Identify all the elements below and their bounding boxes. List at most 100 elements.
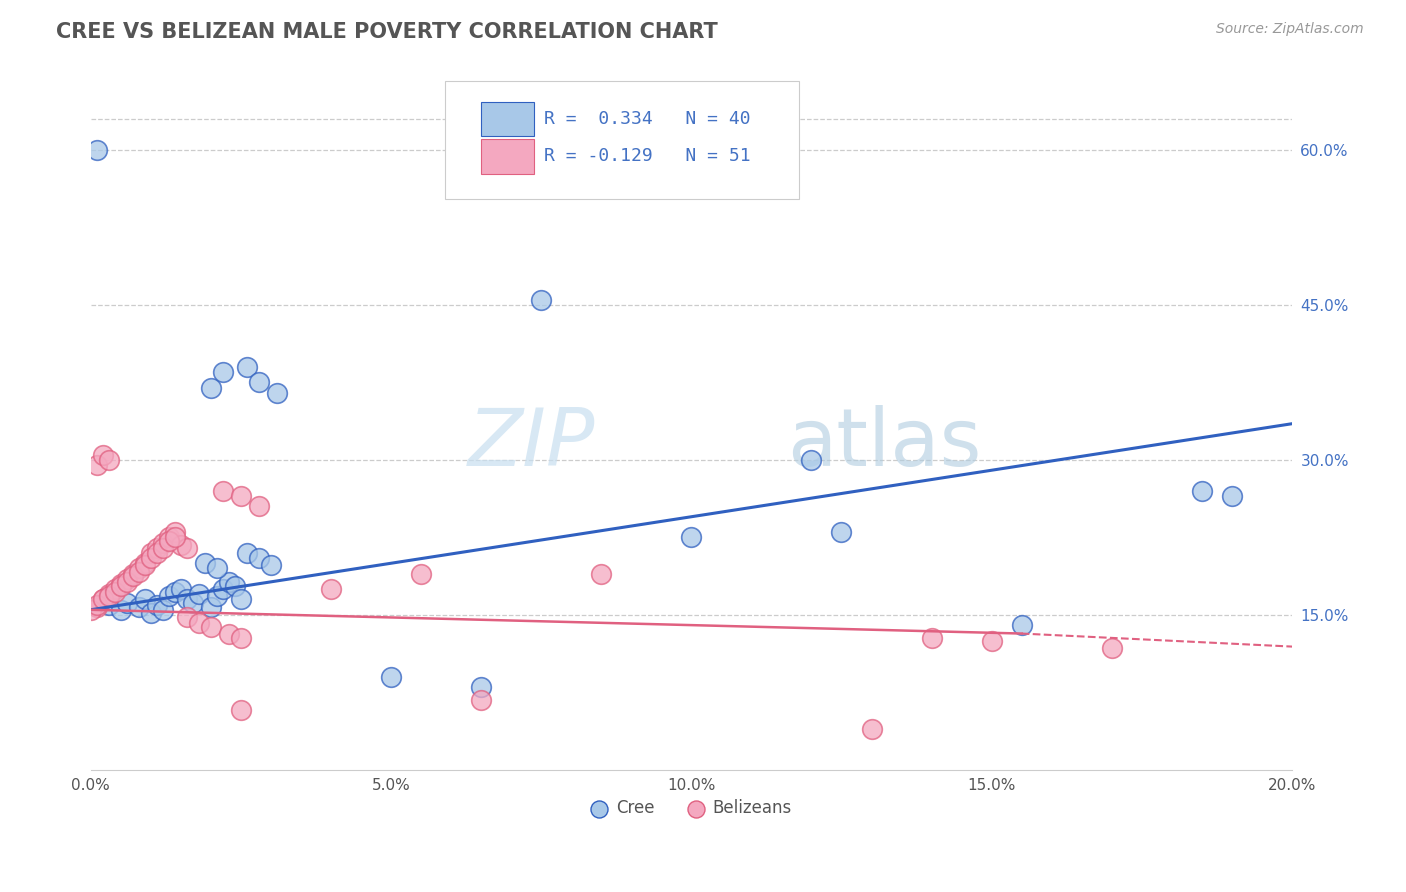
Point — [319, 582, 342, 596]
Point — [229, 489, 252, 503]
Point — [236, 359, 259, 374]
Point — [104, 582, 127, 596]
Point — [115, 574, 138, 589]
Point — [128, 565, 150, 579]
Point — [134, 592, 156, 607]
Point — [1191, 483, 1213, 498]
Point — [681, 530, 703, 544]
Text: ZIP: ZIP — [468, 406, 595, 483]
Point — [530, 293, 553, 307]
Point — [121, 568, 143, 582]
Point — [152, 541, 174, 555]
Point — [152, 535, 174, 549]
Point — [200, 599, 222, 614]
Point — [211, 483, 233, 498]
Point — [1220, 489, 1243, 503]
Point — [145, 546, 167, 560]
Point — [229, 703, 252, 717]
Point — [980, 633, 1002, 648]
Point — [860, 722, 883, 736]
Point — [205, 561, 228, 575]
Point — [145, 541, 167, 555]
Text: R =  0.334   N = 40: R = 0.334 N = 40 — [544, 110, 751, 128]
Point — [86, 599, 108, 614]
Point — [224, 579, 246, 593]
FancyBboxPatch shape — [446, 81, 800, 199]
Point — [211, 582, 233, 596]
Point — [200, 380, 222, 394]
Point — [211, 365, 233, 379]
FancyBboxPatch shape — [481, 139, 534, 174]
Point — [380, 670, 402, 684]
Point — [470, 681, 492, 695]
Text: R = -0.129   N = 51: R = -0.129 N = 51 — [544, 147, 751, 165]
Point — [181, 595, 204, 609]
Point — [134, 556, 156, 570]
Point — [139, 551, 162, 566]
Point — [157, 590, 180, 604]
Point — [176, 541, 198, 555]
Point — [145, 598, 167, 612]
Point — [110, 579, 132, 593]
Point — [170, 582, 193, 596]
Point — [86, 143, 108, 157]
Point — [187, 616, 209, 631]
Point — [139, 546, 162, 560]
Point — [409, 566, 432, 581]
Point — [91, 592, 114, 607]
Text: atlas: atlas — [787, 406, 981, 483]
Point — [97, 598, 120, 612]
Point — [139, 606, 162, 620]
Point — [800, 453, 823, 467]
Point — [470, 692, 492, 706]
Point — [218, 626, 240, 640]
Point — [86, 458, 108, 472]
Point — [229, 592, 252, 607]
Point — [194, 556, 217, 570]
Point — [97, 587, 120, 601]
Point — [157, 530, 180, 544]
Point — [134, 558, 156, 573]
Point — [591, 566, 613, 581]
Point — [152, 603, 174, 617]
Point — [97, 453, 120, 467]
Legend: Cree, Belizeans: Cree, Belizeans — [583, 793, 799, 824]
Point — [176, 592, 198, 607]
Point — [187, 587, 209, 601]
Point — [128, 561, 150, 575]
Point — [115, 595, 138, 609]
Point — [115, 572, 138, 586]
Point — [247, 500, 270, 514]
Point — [176, 610, 198, 624]
Point — [97, 590, 120, 604]
Text: Source: ZipAtlas.com: Source: ZipAtlas.com — [1216, 22, 1364, 37]
Point — [157, 533, 180, 548]
Point — [247, 551, 270, 566]
Point — [121, 566, 143, 581]
Point — [921, 631, 943, 645]
Point — [86, 598, 108, 612]
Point — [110, 577, 132, 591]
Point — [200, 620, 222, 634]
Point — [1011, 618, 1033, 632]
Point — [79, 603, 101, 617]
Point — [236, 546, 259, 560]
Point — [110, 603, 132, 617]
Point — [830, 525, 852, 540]
Point — [104, 585, 127, 599]
Point — [91, 448, 114, 462]
Point — [229, 631, 252, 645]
Point — [163, 530, 186, 544]
FancyBboxPatch shape — [481, 102, 534, 136]
Text: CREE VS BELIZEAN MALE POVERTY CORRELATION CHART: CREE VS BELIZEAN MALE POVERTY CORRELATIO… — [56, 22, 718, 42]
Point — [163, 525, 186, 540]
Point — [205, 590, 228, 604]
Point — [1101, 640, 1123, 655]
Point — [170, 538, 193, 552]
Point — [266, 385, 288, 400]
Point — [163, 585, 186, 599]
Point — [247, 376, 270, 390]
Point — [218, 574, 240, 589]
Point — [260, 558, 283, 573]
Point — [128, 599, 150, 614]
